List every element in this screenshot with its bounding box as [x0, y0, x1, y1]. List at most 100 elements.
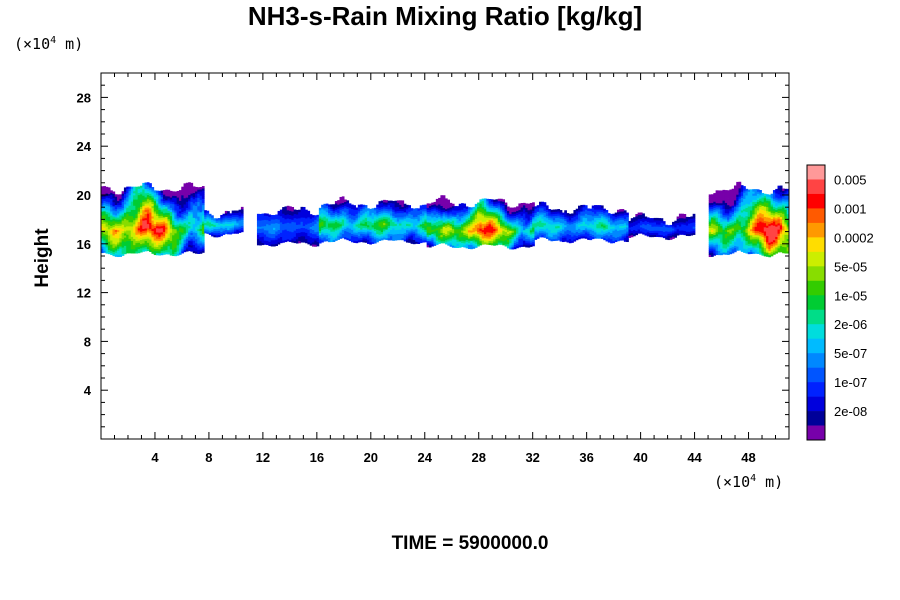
field-cell	[142, 222, 145, 225]
field-cell	[720, 234, 723, 237]
field-cell	[564, 224, 567, 228]
field-cell	[626, 220, 629, 224]
field-cell	[568, 217, 572, 221]
field-cell	[199, 218, 203, 221]
field-cell	[516, 210, 519, 213]
field-cell	[438, 212, 441, 215]
field-cell	[208, 226, 212, 229]
field-cell	[715, 229, 719, 233]
field-cell	[165, 208, 168, 211]
field-cell	[520, 240, 524, 243]
field-cell	[715, 250, 719, 253]
field-cell	[156, 246, 159, 250]
field-cell	[199, 249, 203, 252]
field-cell	[222, 232, 226, 235]
field-cell	[217, 230, 221, 233]
field-cell	[477, 219, 480, 222]
field-cell	[539, 218, 542, 221]
field-cell	[144, 230, 148, 233]
field-cell	[360, 208, 363, 211]
field-cell	[442, 201, 446, 204]
field-cell	[557, 233, 561, 237]
field-cell	[275, 226, 278, 230]
field-cell	[199, 189, 203, 192]
field-cell	[527, 222, 531, 225]
field-cell	[500, 227, 503, 231]
field-cell	[373, 216, 377, 219]
field-cell	[408, 221, 411, 225]
field-cell	[511, 213, 515, 217]
field-cell	[587, 227, 590, 230]
field-cell	[103, 200, 106, 204]
field-cell	[195, 224, 198, 227]
field-cell	[302, 229, 306, 233]
field-cell	[105, 217, 109, 221]
field-cell	[722, 214, 726, 218]
field-cell	[678, 217, 682, 221]
field-cell	[151, 201, 155, 205]
field-cell	[178, 227, 182, 230]
field-cell	[394, 231, 398, 235]
field-cell	[110, 225, 113, 229]
field-cell	[123, 251, 127, 255]
field-cell	[591, 230, 595, 233]
field-cell	[617, 232, 620, 236]
field-cell	[715, 221, 719, 224]
field-cell	[293, 236, 297, 239]
field-cell	[162, 204, 166, 208]
field-cell	[110, 235, 113, 239]
field-cell	[117, 215, 120, 218]
field-cell	[463, 242, 467, 246]
field-cell	[477, 233, 480, 237]
field-cell	[114, 214, 118, 218]
field-cell	[302, 209, 306, 212]
field-cell	[568, 238, 572, 242]
field-cell	[711, 233, 714, 237]
field-cell	[334, 230, 338, 233]
field-cell	[178, 212, 182, 216]
field-cell	[325, 213, 329, 217]
field-cell	[222, 213, 226, 217]
field-cell	[380, 204, 384, 208]
field-cell	[206, 231, 210, 234]
field-cell	[178, 210, 182, 214]
field-cell	[325, 234, 329, 238]
field-cell	[270, 231, 274, 235]
field-cell	[461, 211, 464, 214]
field-cell	[282, 219, 285, 222]
field-cell	[472, 240, 476, 243]
field-cell	[403, 236, 407, 240]
field-cell	[619, 231, 622, 235]
field-cell	[708, 237, 712, 241]
field-cell	[165, 247, 168, 251]
field-cell	[605, 238, 609, 242]
field-cell	[454, 241, 457, 244]
field-cell	[105, 190, 109, 194]
field-cell	[522, 207, 526, 210]
field-cell	[428, 211, 432, 215]
field-cell	[266, 223, 269, 227]
field-cell	[722, 189, 726, 193]
field-cell	[440, 201, 444, 204]
field-cell	[305, 222, 308, 225]
field-cell	[619, 209, 622, 212]
field-cell	[605, 226, 609, 230]
field-cell	[561, 229, 565, 232]
field-cell	[543, 220, 547, 224]
field-cell	[137, 198, 141, 202]
field-cell	[649, 220, 652, 223]
field-cell	[112, 239, 116, 242]
field-cell	[183, 199, 187, 203]
field-cell	[139, 206, 143, 209]
field-cell	[273, 214, 276, 218]
field-cell	[403, 234, 407, 238]
field-cell	[548, 223, 551, 226]
field-cell	[112, 228, 116, 232]
field-cell	[396, 206, 400, 210]
field-cell	[160, 217, 164, 220]
field-cell	[500, 198, 503, 202]
field-cell	[589, 225, 593, 228]
field-cell	[201, 242, 205, 245]
field-cell	[431, 229, 434, 232]
field-cell	[178, 214, 182, 218]
